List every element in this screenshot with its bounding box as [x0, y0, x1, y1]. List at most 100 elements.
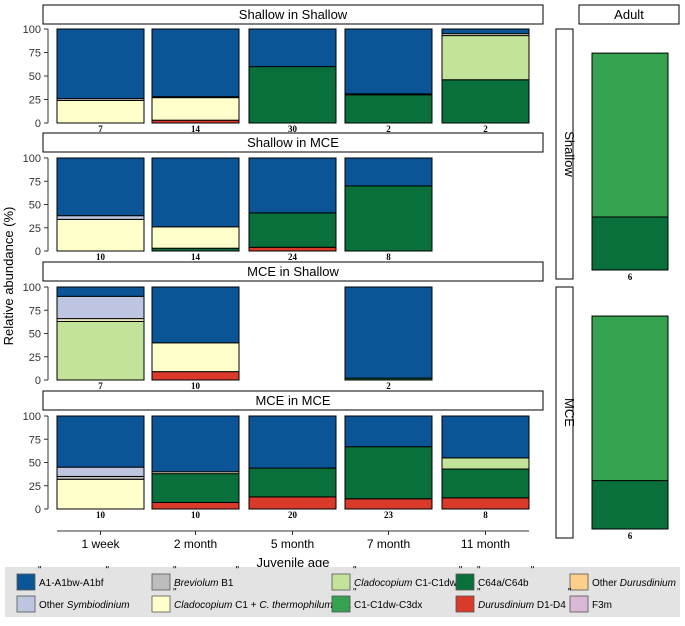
bar-segment-a1-a1bw-a1bf	[248, 157, 337, 214]
sample-size-label: 8	[386, 252, 391, 262]
legend-label-part: C64a/C64b	[478, 578, 529, 589]
bar-segment-cladocopium-c1-c-thermophilum-mix	[151, 226, 240, 249]
adult-sample-size-label: 6	[628, 531, 633, 541]
legend-quote-mark: "	[459, 565, 463, 576]
legend-label-part: C1-C1dw-C3dx	[354, 600, 422, 611]
bar-segment-cladocopium-c1-c1dw	[441, 457, 530, 470]
y-tick-label: 100	[23, 24, 41, 36]
bar-segment-c64a-c64b	[344, 446, 433, 500]
facet-strip-label: MCE in Shallow	[247, 264, 339, 279]
bar-segment-a1-a1bw-a1bf	[151, 157, 240, 228]
y-axis-title: Relative abundance (%)	[1, 207, 16, 346]
legend-label-f3m: F3m	[592, 600, 612, 611]
legend-label-part: C1 +	[232, 600, 259, 611]
facet-strip-label: Shallow in Shallow	[239, 7, 348, 22]
bar-segment-cladocopium-c1-c-thermophilum-mix	[151, 97, 240, 121]
legend-quote-mark: "	[105, 565, 109, 576]
facet-strip	[42, 261, 544, 282]
bar-segment-durusdinium-d1-d4	[151, 501, 240, 510]
legend-swatch-a1-a1bw-a1bf	[16, 573, 36, 591]
bar-segment-a1-a1bw-a1bf	[56, 28, 145, 100]
x-tick-label: 2 month	[174, 537, 217, 551]
bar-segment-other-symbiodinium	[56, 215, 145, 220]
legend-swatch-f3m	[569, 595, 589, 613]
sample-size-label: 24	[288, 252, 298, 262]
row-strip-label: MCE	[562, 398, 577, 427]
y-tick-label: 50	[29, 71, 41, 83]
bar-segment-other-symbiodinium	[56, 466, 145, 477]
y-tick-label: 0	[35, 118, 41, 130]
legend-label-part: Durusdinium	[620, 578, 676, 589]
legend-label-part: Durusdinium	[478, 600, 534, 611]
bar-segment-c64a-c64b	[248, 66, 337, 124]
sample-size-label: 7	[98, 381, 103, 391]
bar-segment-other-symbiodinium	[56, 295, 145, 320]
sample-size-label: 10	[191, 510, 201, 520]
facet-strip	[42, 4, 544, 25]
legend-label-part: Breviolum	[174, 578, 218, 589]
legend-swatch-cladocopium-c1-c-thermophilum-mix	[151, 595, 171, 613]
y-tick-label: 25	[29, 481, 41, 493]
bar-segment-a1-a1bw-a1bf	[151, 28, 240, 98]
bar-segment-a1-a1bw-a1bf	[56, 415, 145, 468]
legend-quote-mark: "	[353, 565, 357, 576]
bar-segment-cladocopium-c1-c-thermophilum-mix	[56, 478, 145, 510]
legend-label-cladocopium-c1-c1dw: Cladocopium C1-C1dw	[354, 578, 458, 589]
sample-size-label: 30	[288, 124, 298, 134]
x-tick-label: 1 week	[81, 537, 120, 551]
adult-strip-label: Adult	[614, 7, 644, 22]
y-tick-label: 100	[23, 411, 41, 423]
adult-bar-segment-c64a-c64b	[591, 480, 669, 530]
y-tick-label: 75	[29, 48, 41, 60]
legend-quote-mark: "	[173, 565, 177, 576]
y-tick-label: 0	[35, 246, 41, 258]
y-tick-label: 75	[29, 176, 41, 188]
bar-segment-a1-a1bw-a1bf	[344, 157, 433, 187]
bar-segment-c64a-c64b	[441, 79, 530, 124]
sample-size-label: 2	[483, 124, 488, 134]
facet-strip	[42, 132, 544, 153]
y-tick-label: 50	[29, 200, 41, 212]
x-tick-label: 5 month	[271, 537, 314, 551]
bar-segment-c64a-c64b	[248, 467, 337, 498]
legend-label-a1-a1bw-a1bf: A1-A1bw-A1bf	[39, 578, 104, 589]
x-tick-label: 11 month	[461, 537, 510, 551]
adult-strip	[578, 4, 680, 25]
bar-segment-durusdinium-d1-d4	[248, 496, 337, 510]
bar-segment-a1-a1bw-a1bf	[151, 415, 240, 473]
legend-label-part: Cladocopium	[354, 578, 412, 589]
legend-quote-mark: "	[38, 565, 42, 576]
legend-label-cladocopium-c1-c-thermophilum-mix: Cladocopium C1 + C. thermophilum mix	[174, 600, 351, 611]
adult-bar-segment-c1-c1dw-c3dx	[591, 52, 669, 218]
legend-label-part: D1-D4	[534, 600, 566, 611]
legend-quote-mark: "	[173, 587, 177, 598]
legend-label-c64a-c64b: C64a/C64b	[478, 578, 529, 589]
y-tick-label: 0	[35, 375, 41, 387]
sample-size-label: 7	[98, 124, 103, 134]
bar-segment-cladocopium-c1-c-thermophilum-mix	[151, 342, 240, 373]
bar-segment-a1-a1bw-a1bf	[441, 28, 530, 35]
legend-label-part: C. thermophilum	[259, 600, 332, 611]
bar-segment-a1-a1bw-a1bf	[248, 415, 337, 469]
bar-segment-a1-a1bw-a1bf	[344, 415, 433, 448]
y-tick-label: 50	[29, 458, 41, 470]
y-tick-label: 100	[23, 282, 41, 294]
bar-segment-a1-a1bw-a1bf	[56, 286, 145, 297]
adult-sample-size-label: 6	[628, 272, 633, 282]
bar-segment-a1-a1bw-a1bf	[56, 157, 145, 217]
bar-segment-cladocopium-c1-c-thermophilum-mix	[56, 99, 145, 124]
y-tick-label: 100	[23, 153, 41, 165]
bar-segment-a1-a1bw-a1bf	[441, 415, 530, 459]
row-strip	[555, 28, 574, 280]
legend-label-other-symbiodinium: Other Symbiodinium	[39, 600, 130, 611]
legend-label-part: Symbiodinium	[67, 600, 130, 611]
x-tick-label: 7 month	[367, 537, 410, 551]
sample-size-label: 14	[191, 252, 201, 262]
legend-swatch-other-symbiodinium	[16, 595, 36, 613]
legend-quote-mark: "	[477, 587, 481, 598]
y-tick-label: 25	[29, 352, 41, 364]
bar-segment-c64a-c64b	[344, 94, 433, 124]
facet-strip-label: Shallow in MCE	[247, 135, 339, 150]
bar-segment-durusdinium-d1-d4	[441, 497, 530, 510]
bar-segment-durusdinium-d1-d4	[248, 246, 337, 252]
